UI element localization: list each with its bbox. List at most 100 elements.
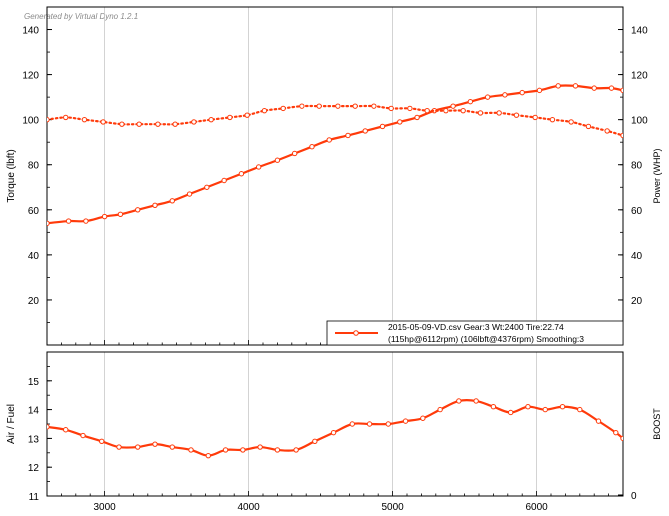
- bottom-series-1-point: [80, 432, 86, 439]
- bottom-rtick-label: 0: [631, 491, 637, 502]
- top-series-1-point: [83, 218, 89, 224]
- legend-swatch-marker: [353, 330, 359, 336]
- top-series-1: [47, 83, 623, 227]
- top-series-2: [47, 103, 623, 139]
- bottom-series-1-point: [402, 418, 409, 424]
- bottom-ytick-label: 15: [28, 377, 40, 388]
- legend-line-1: 2015-05-09-VD.csv Gear:3 Wt:2400 Tire:22…: [388, 322, 564, 332]
- top-series-1-point: [484, 94, 491, 100]
- top-series-1-point: [467, 98, 474, 105]
- top-series-2-point: [352, 103, 358, 109]
- top-series-2-point: [299, 103, 305, 109]
- top-ylabel-right: Power (WHP): [652, 148, 662, 203]
- top-rtick-label: 120: [631, 71, 648, 82]
- top-series-1-point: [221, 177, 227, 184]
- bottom-series-1-point: [63, 427, 69, 433]
- top-series-1-point: [238, 171, 245, 177]
- top-series-2-point: [47, 116, 50, 123]
- top-ytick-label: 140: [22, 26, 39, 37]
- legend-line-2: (115hp@6112rpm) (106lbft@4376rpm) Smooth…: [388, 334, 584, 344]
- bottom-series-1-point: [385, 421, 391, 427]
- bottom-series-1-point: [274, 447, 281, 453]
- top-series-2-point: [371, 103, 377, 109]
- top-series-1-point: [186, 191, 193, 197]
- bottom-series-1-point: [473, 398, 479, 404]
- watermark-text: Generated by Virtual Dyno 1.2.1: [24, 12, 138, 21]
- top-rtick-label: 60: [631, 206, 643, 217]
- top-series-2-point: [208, 116, 214, 123]
- bottom-series-1-point: [595, 418, 602, 424]
- bottom-series-1-point: [577, 406, 583, 413]
- top-series-1-point: [572, 83, 579, 89]
- bottom-series-1-point: [490, 404, 497, 410]
- top-ytick-label: 20: [28, 296, 40, 307]
- top-series-2-point: [604, 128, 610, 134]
- top-series-2-point: [477, 110, 484, 116]
- bottom-series-1-point: [240, 447, 246, 453]
- top-ytick-label: 80: [28, 161, 40, 172]
- top-series-2-point: [496, 110, 502, 116]
- bottom-series-1-line: [47, 398, 623, 457]
- top-ytick-label: 60: [28, 206, 40, 217]
- top-series-1-point: [536, 87, 543, 94]
- top-ytick-label: 100: [22, 116, 39, 127]
- top-series-2-point: [388, 105, 394, 112]
- bottom-ytick-label: 12: [28, 463, 40, 474]
- top-series-2-point: [424, 107, 430, 114]
- top-series-1-point: [379, 123, 386, 130]
- bottom-ytick-label: 14: [28, 406, 40, 417]
- bottom-series-1-point: [559, 404, 566, 410]
- bottom-series-1: [47, 398, 623, 459]
- top-series-1-point: [414, 114, 420, 121]
- bottom-xtick-label: 3000: [93, 502, 116, 513]
- top-series-2-point: [191, 119, 197, 125]
- bottom-series-1-point: [293, 447, 299, 453]
- top-series-2-point: [620, 132, 623, 139]
- top-series-2-point: [568, 119, 574, 125]
- top-series-2-point: [136, 121, 142, 127]
- top-series-1-line: [47, 84, 623, 225]
- top-ylabel-left: Torque (lbft): [6, 149, 17, 202]
- top-series-1-point: [169, 198, 175, 204]
- top-series-1-point: [152, 202, 158, 208]
- bottom-series-1-point: [222, 447, 229, 453]
- bottom-series-1-point: [135, 444, 141, 450]
- top-series-2-point: [261, 107, 268, 114]
- top-series-2-point: [585, 123, 592, 130]
- bottom-series-1-point: [152, 441, 158, 447]
- top-series-2-point: [172, 121, 178, 127]
- top-series-1-point: [591, 85, 597, 91]
- top-series-2-point: [81, 116, 88, 123]
- bottom-series-1-point: [188, 447, 194, 453]
- bottom-xtick-label: 6000: [525, 502, 548, 513]
- top-series-2-point: [443, 107, 449, 114]
- top-ytick-label: 40: [28, 251, 40, 262]
- top-series-1-point: [519, 89, 525, 96]
- top-rtick-label: 140: [631, 26, 648, 37]
- torque-power-panel: 20 40 60 80 100 120 140 20 40 60 80 100 120 140 Torque…: [6, 6, 662, 346]
- bottom-series-1-point: [349, 421, 355, 427]
- top-series-2-point: [280, 105, 286, 112]
- top-series-1-point: [326, 137, 332, 143]
- bottom-series-1-point: [507, 409, 514, 416]
- top-rtick-label: 80: [631, 161, 643, 172]
- bottom-ytick-label: 11: [29, 492, 40, 503]
- bottom-series-1-point: [620, 435, 623, 442]
- top-series-2-point: [407, 105, 413, 112]
- top-ytick-label: 120: [22, 71, 39, 82]
- top-series-1-point: [117, 211, 124, 218]
- legend: 2015-05-09-VD.csv Gear:3 Wt:2400 Tire:22…: [326, 320, 624, 346]
- top-series-2-point: [549, 116, 556, 123]
- top-series-1-point: [101, 213, 108, 220]
- top-series-2-point: [335, 103, 341, 109]
- bottom-series-1-point: [330, 429, 337, 436]
- bottom-xtick-label: 5000: [381, 502, 404, 513]
- top-series-1-point: [291, 150, 298, 157]
- top-series-1-point: [608, 85, 615, 91]
- top-series-1-point: [397, 119, 403, 125]
- bottom-series-1-point: [420, 415, 426, 421]
- bottom-series-1-point: [47, 424, 50, 430]
- bottom-ylabel-right: BOOST: [652, 408, 662, 440]
- top-series-2-point: [155, 121, 161, 127]
